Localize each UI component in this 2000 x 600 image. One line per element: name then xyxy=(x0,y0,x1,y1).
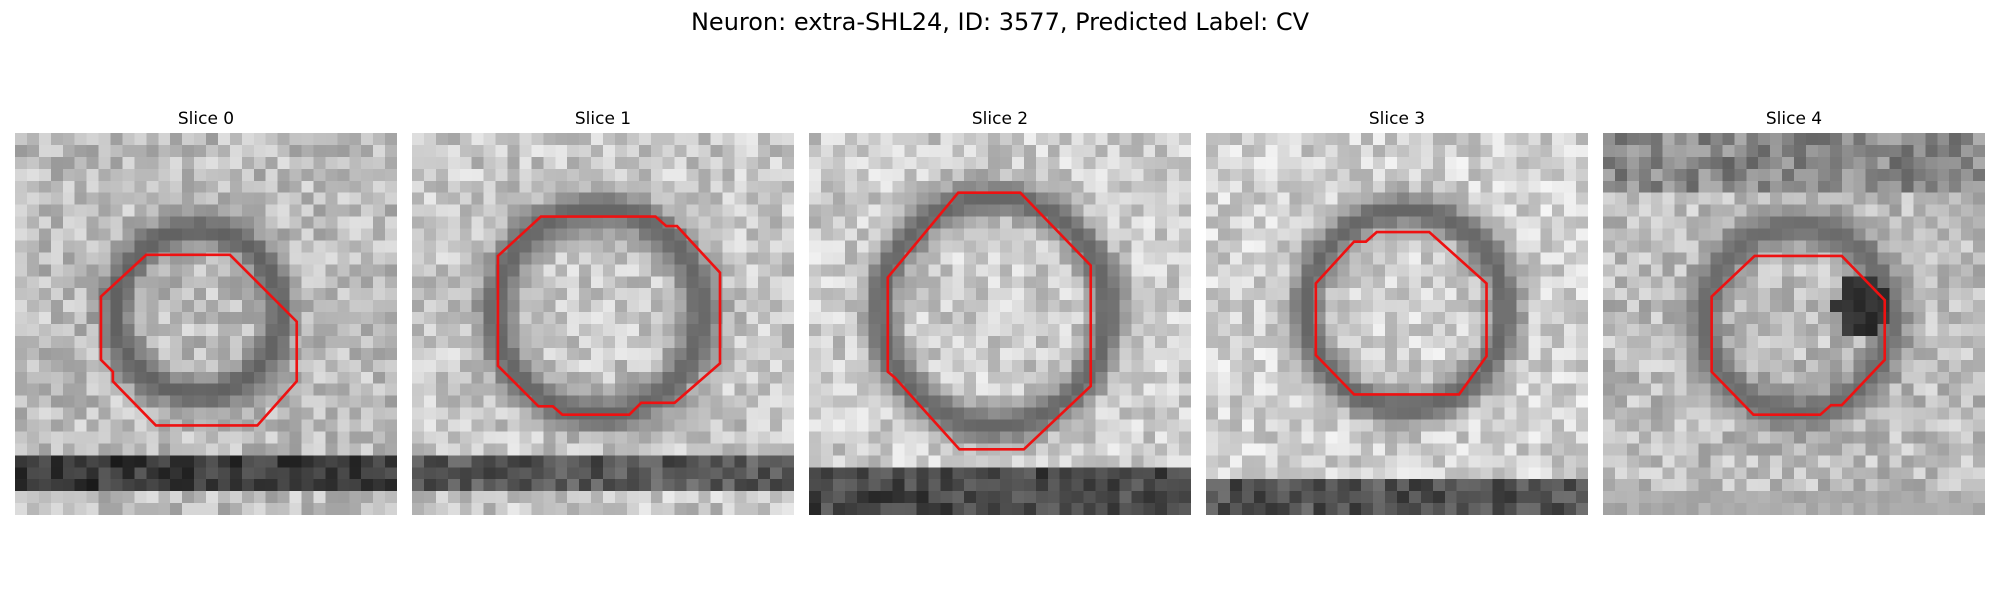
slice-title-0: Slice 0 xyxy=(177,109,235,129)
slice-panel-0: Slice 0 xyxy=(15,108,397,515)
slice-image-3 xyxy=(1206,133,1588,515)
slice-panel-1: Slice 1 xyxy=(412,108,794,515)
figure-title: Neuron: extra-SHL24, ID: 3577, Predicted… xyxy=(690,8,1310,36)
slice-title-3: Slice 3 xyxy=(1368,109,1426,129)
slice-panel-4: Slice 4 xyxy=(1603,108,1985,515)
contour-outline-2 xyxy=(886,191,1093,451)
slice-image-4 xyxy=(1603,133,1985,515)
contour-outline-1 xyxy=(496,215,722,417)
slice-image-0 xyxy=(15,133,397,515)
contour-outline-3 xyxy=(1314,230,1488,396)
slice-title-1: Slice 1 xyxy=(574,109,632,129)
slice-panel-2: Slice 2 xyxy=(809,108,1191,515)
slice-image-2 xyxy=(809,133,1191,515)
slice-title-2: Slice 2 xyxy=(971,109,1029,129)
slice-image-1 xyxy=(412,133,794,515)
slice-title-4: Slice 4 xyxy=(1765,109,1823,129)
slice-panel-3: Slice 3 xyxy=(1206,108,1588,515)
contour-outline-4 xyxy=(1710,254,1887,417)
contour-outline-0 xyxy=(99,253,299,427)
